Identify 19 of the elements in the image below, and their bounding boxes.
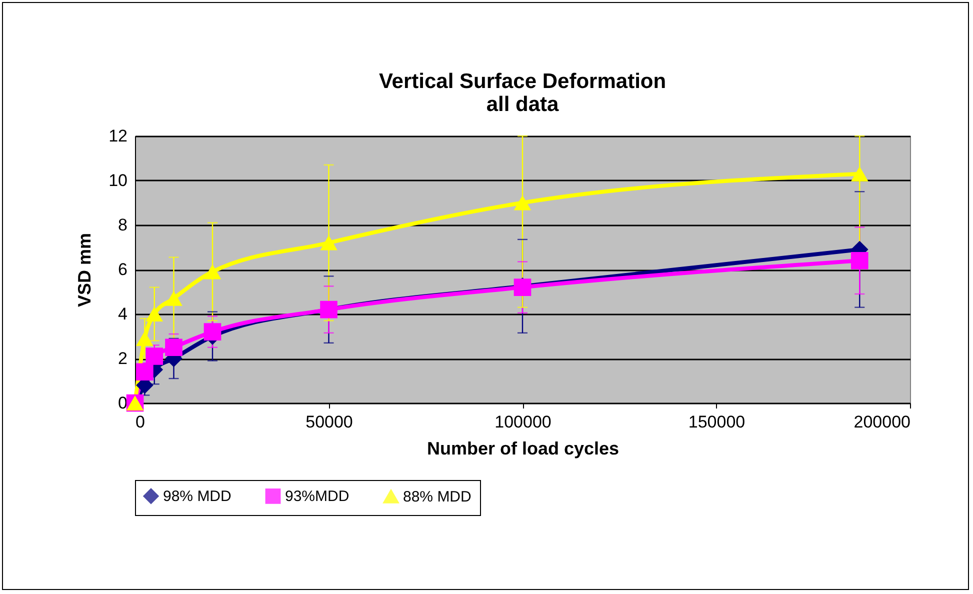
x-tick-label: 50000 [306, 412, 353, 432]
y-tick-label: 0 [118, 394, 128, 412]
y-tick-label: 2 [118, 349, 128, 368]
x-tick-label: 150000 [688, 412, 746, 432]
x-tick-label: 100000 [494, 412, 552, 432]
legend-label: 93%MDD [285, 488, 350, 506]
y-tick-label: 4 [118, 304, 128, 324]
legend-label: 88% MDD [403, 488, 472, 506]
y-tick-label: 6 [118, 260, 128, 279]
x-tick-label: 200000 [854, 412, 910, 432]
chart-title: Vertical Surface Deformation [378, 70, 666, 93]
y-tick-label: 10 [108, 171, 128, 190]
x-tick-label: 0 [136, 412, 145, 432]
y-tick-label: 12 [108, 126, 128, 146]
chart-subtitle: all data [486, 93, 559, 116]
y-tick-label: 8 [118, 216, 128, 234]
legend-label: 98% MDD [163, 488, 232, 506]
y-axis-title: VSD mm [74, 232, 95, 308]
x-axis-title: Number of load cycles [426, 438, 620, 458]
